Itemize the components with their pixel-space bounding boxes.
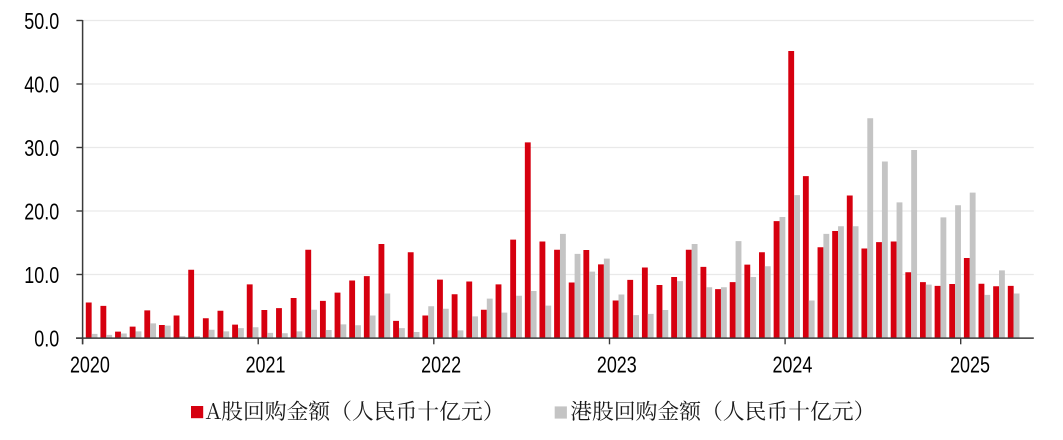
svg-text:40.0: 40.0 bbox=[24, 72, 59, 98]
svg-text:30.0: 30.0 bbox=[24, 136, 59, 162]
svg-text:2022: 2022 bbox=[421, 352, 461, 378]
svg-text:20.0: 20.0 bbox=[24, 199, 59, 225]
svg-text:2023: 2023 bbox=[597, 352, 637, 378]
svg-text:2024: 2024 bbox=[772, 352, 812, 378]
svg-text:2020: 2020 bbox=[70, 352, 110, 378]
svg-text:0.0: 0.0 bbox=[34, 326, 59, 352]
svg-text:10.0: 10.0 bbox=[24, 263, 59, 289]
svg-text:50.0: 50.0 bbox=[24, 9, 59, 35]
svg-text:2021: 2021 bbox=[246, 352, 286, 378]
svg-text:2025: 2025 bbox=[950, 352, 990, 378]
